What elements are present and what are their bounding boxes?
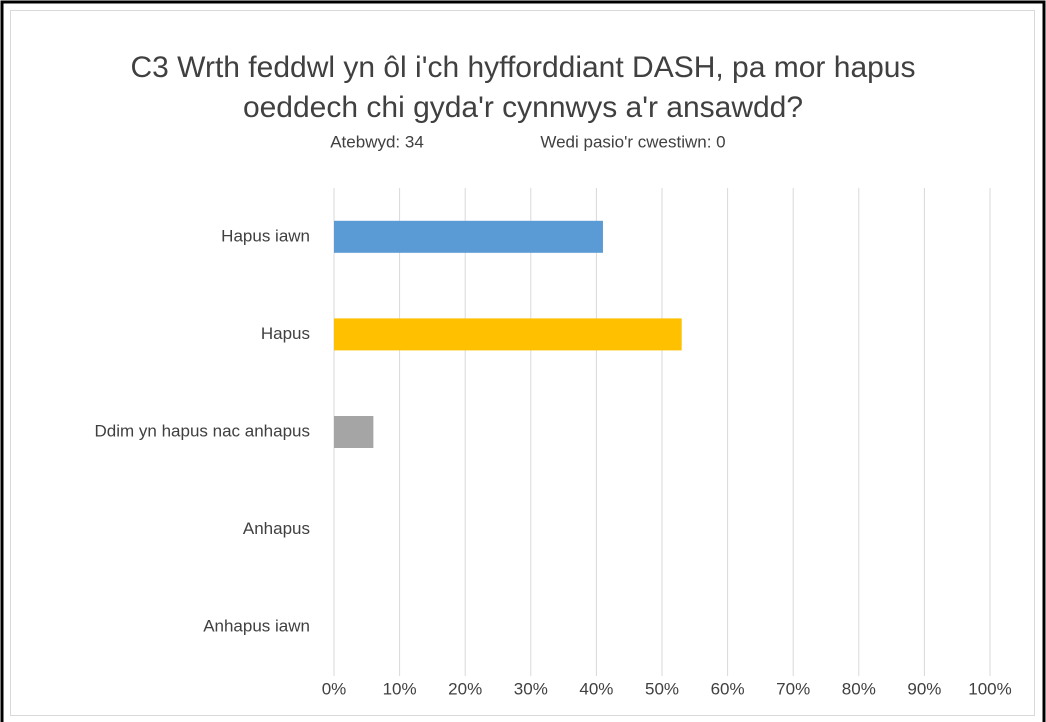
bar [334,318,682,351]
x-tick-label: 50% [645,679,679,698]
x-tick-label: 80% [842,679,876,698]
subtitle: Wedi pasio'r cwestiwn: 0 [540,132,725,151]
chart-title: C3 Wrth feddwl yn ôl i'ch hyfforddiant D… [130,51,916,124]
bar [334,220,603,253]
y-tick-label: Hapus [261,324,310,343]
x-tick-label: 90% [907,679,941,698]
x-tick-label: 10% [383,679,417,698]
subtitle: Atebwyd: 34 [330,132,424,151]
chart-border [10,10,1035,716]
x-tick-label: 60% [711,679,745,698]
x-tick-label: 0% [322,679,347,698]
x-tick-label: 70% [776,679,810,698]
x-tick-label: 20% [448,679,482,698]
x-tick-label: 40% [579,679,613,698]
y-tick-label: Anhapus iawn [203,617,310,636]
x-tick-label: 30% [514,679,548,698]
y-tick-label: Anhapus [243,519,310,538]
bar [334,416,374,448]
y-tick-label: Hapus iawn [221,226,310,245]
y-tick-label: Ddim yn hapus nac anhapus [95,421,310,440]
x-tick-label: 100% [968,679,1011,698]
